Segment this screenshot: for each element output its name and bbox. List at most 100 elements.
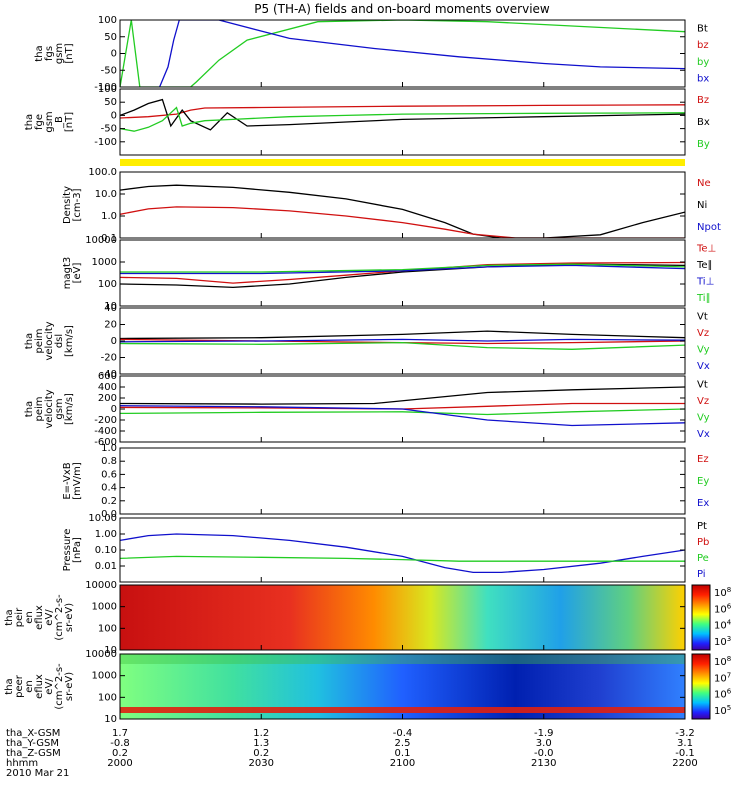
series-Bx	[120, 98, 685, 131]
y-tick-label: 0	[111, 404, 117, 415]
colorbar-tick: 108	[714, 655, 731, 668]
y-tick-label: 40	[104, 303, 117, 314]
y-tick-label: 10.0	[95, 189, 117, 200]
panel-fgs: 100 50 0 -50 -100 tha fgs gsm [nT] Bt bz by bx	[34, 15, 709, 93]
colorbar: 108 107 106 105	[691, 653, 732, 720]
y-tick-label: -400	[94, 426, 117, 437]
legend-item: Vz	[697, 396, 709, 407]
y-tick-label: 0.0	[101, 509, 117, 520]
svg-text:fge: fge	[34, 114, 45, 130]
series-Vy	[120, 408, 685, 416]
legend-item: bz	[697, 40, 709, 51]
svg-text:tha: tha	[4, 678, 15, 694]
legend-item: Pe	[697, 553, 709, 564]
colorbar-tick: 108	[714, 586, 731, 599]
y-tick-label: -40	[101, 369, 117, 380]
y-tick-label: 1000	[92, 602, 117, 613]
panel-electron-spectrogram: 108 107 106 105 10000 1000 100 10 tha peer en eflux…	[4, 649, 732, 725]
svg-text:gsm: gsm	[44, 111, 55, 132]
y-tick-label: 10	[104, 301, 117, 312]
x-row-value: 3.1	[677, 738, 693, 749]
colorbar-tick: 107	[714, 671, 731, 684]
svg-text:E=-VxB: E=-VxB	[62, 462, 73, 499]
legend-item: Ni	[697, 200, 707, 211]
panel-frame	[119, 517, 686, 583]
svg-text:Pressure: Pressure	[62, 529, 73, 572]
y-axis-label: tha fgs gsm [nT]	[34, 43, 75, 64]
y-tick-label: 50	[104, 97, 117, 108]
svg-text:peir: peir	[14, 607, 25, 627]
x-row-label: hhmm	[6, 758, 38, 769]
y-tick-label: -200	[94, 415, 117, 426]
series-Ti⊥	[120, 264, 685, 275]
svg-text:gsm: gsm	[54, 398, 65, 419]
panel-frame	[119, 88, 686, 156]
svg-text:eflux: eflux	[34, 605, 45, 630]
svg-text:tha: tha	[24, 114, 35, 130]
svg-text:tha: tha	[4, 609, 15, 625]
y-tick-label: 100	[98, 15, 117, 26]
x-row-value: 2.5	[395, 738, 411, 749]
svg-text:dsl: dsl	[54, 334, 65, 348]
svg-text:tha: tha	[34, 45, 45, 61]
y-tick-label: 1.0	[101, 443, 117, 454]
legend-item: Vz	[697, 328, 709, 339]
y-axis-label: tha peer en eflux eV/(cm^2-s-sr-eV)	[4, 663, 75, 710]
legend: Vt Vz Vy Vx	[697, 379, 710, 440]
y-tick-label: 20	[104, 320, 117, 331]
y-tick-label: 0	[111, 110, 117, 121]
svg-text:sr-eV): sr-eV)	[64, 672, 75, 701]
panel-frame	[119, 171, 686, 239]
y-tick-label: 1.00	[95, 529, 117, 540]
y-tick-label: 200	[98, 393, 117, 404]
x-row-value: 1.3	[253, 738, 269, 749]
y-tick-label: 10000	[85, 235, 117, 246]
x-row-value: 1.2	[253, 728, 269, 739]
legend-item: Bt	[697, 23, 708, 34]
x-row-value: 0.2	[112, 748, 128, 759]
x-row-value: -0.1	[675, 748, 695, 759]
y-tick-label: 10	[104, 645, 117, 656]
x-row-label: tha_X-GSM	[6, 728, 60, 739]
svg-text:velocity: velocity	[44, 321, 55, 360]
legend: Vt Vz Vy Vx	[697, 311, 710, 372]
x-row-value: 2000	[107, 758, 132, 769]
x-row-value: 2200	[672, 758, 697, 769]
y-tick-label: -600	[94, 437, 117, 448]
y-tick-label: -100	[94, 82, 117, 93]
series-Vz	[120, 402, 685, 410]
series-Pe	[120, 555, 685, 562]
x-row-value: 0.1	[395, 748, 411, 759]
svg-text:[nT]: [nT]	[64, 112, 75, 132]
legend-item: Vy	[697, 412, 710, 423]
series-Vx	[120, 405, 685, 427]
panel-frame	[119, 447, 686, 515]
colorbar-tick: 105	[714, 704, 731, 717]
svg-text:velocity: velocity	[44, 389, 55, 428]
x-row-value: 1.7	[112, 728, 128, 739]
y-tick-label: -100	[94, 137, 117, 148]
legend-item: Vt	[697, 379, 708, 390]
svg-text:en: en	[24, 611, 35, 624]
panel-fge: 100 50 0 -50 -100 tha fge gsm _B [nT] Bz Bx By	[24, 84, 710, 166]
svg-text:eV/: eV/	[44, 678, 55, 695]
y-tick-label: 100	[98, 84, 117, 95]
y-axis-label: tha peim velocity gsm [km/s]	[24, 389, 75, 428]
x-row-label: tha_Y-GSM	[6, 738, 59, 749]
svg-text:[eV]: [eV]	[72, 263, 83, 284]
x-row-value: 2130	[531, 758, 556, 769]
legend-item: Vx	[697, 361, 710, 372]
legend-item: Npot	[697, 222, 721, 233]
legend: Pt Pb Pe Pi	[697, 521, 709, 580]
svg-text:eflux: eflux	[34, 674, 45, 699]
date-label: 2010 Mar 21	[6, 768, 69, 779]
y-tick-label: 0.6	[101, 469, 117, 480]
y-tick-label: 50	[104, 32, 117, 43]
legend-item: Vy	[697, 344, 710, 355]
y-tick-label: 0.8	[101, 456, 117, 467]
colorbar-tick: 104	[714, 619, 732, 632]
y-tick-label: 0.01	[95, 561, 117, 572]
figure-title: P5 (TH-A) fields and on-board moments ov…	[254, 2, 550, 16]
